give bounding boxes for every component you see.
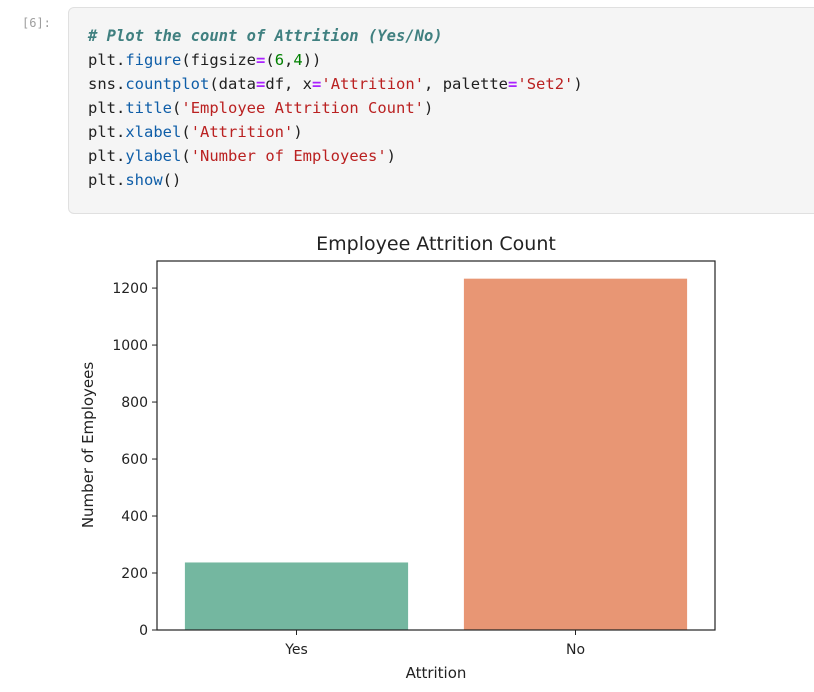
- code-token: plt: [88, 99, 116, 117]
- code-line: plt.figure(figsize=(6,4)): [88, 48, 583, 72]
- code-token: xlabel: [125, 123, 182, 141]
- code-token: , palette: [424, 75, 509, 93]
- code-token: ylabel: [125, 147, 182, 165]
- code-token: .: [116, 171, 126, 189]
- code-token: plt: [88, 51, 116, 69]
- code-token: plt: [88, 147, 116, 165]
- code-token: plt: [88, 171, 116, 189]
- code-token: # Plot the count of Attrition (Yes/No): [88, 27, 443, 45]
- code-token: 'Attrition': [190, 123, 294, 141]
- code-token: 4: [293, 51, 303, 69]
- code-token: 'Number of Employees': [190, 147, 387, 165]
- y-tick-label: 0: [139, 623, 148, 639]
- y-axis-label: Number of Employees: [79, 362, 97, 529]
- code-token: countplot: [125, 75, 210, 93]
- code-token: =: [256, 51, 266, 69]
- code-token: (figsize: [181, 51, 256, 69]
- code-token: plt: [88, 123, 116, 141]
- x-tick-label: Yes: [284, 642, 308, 658]
- bar-yes: [184, 562, 409, 630]
- code-token: ): [293, 123, 303, 141]
- y-tick-label: 600: [121, 452, 148, 468]
- plot-frame: [156, 260, 716, 631]
- code-line: plt.xlabel('Attrition'): [88, 120, 583, 144]
- bar-no: [463, 278, 688, 630]
- y-tick-label: 1200: [112, 281, 148, 297]
- code-token: )): [302, 51, 322, 69]
- code-token: ): [573, 75, 583, 93]
- code-token: =: [508, 75, 518, 93]
- code-line: plt.title('Employee Attrition Count'): [88, 96, 583, 120]
- code-token: ): [424, 99, 434, 117]
- code-token: 'Employee Attrition Count': [181, 99, 424, 117]
- code-token: .: [116, 123, 126, 141]
- code-token: =: [256, 75, 266, 93]
- code-token: =: [312, 75, 322, 93]
- code-token: figure: [125, 51, 182, 69]
- code-token: (: [172, 99, 182, 117]
- code-line: plt.show(): [88, 168, 583, 192]
- cell-prompt: [6]:: [22, 16, 51, 30]
- code-line: sns.countplot(data=df, x='Attrition', pa…: [88, 72, 583, 96]
- y-tick-label: 1000: [112, 338, 148, 354]
- x-axis-label: Attrition: [406, 664, 467, 682]
- code-token: ,: [284, 51, 294, 69]
- code-editor[interactable]: # Plot the count of Attrition (Yes/No) pl…: [88, 24, 583, 192]
- code-token: (: [265, 51, 275, 69]
- attrition-chart: Employee Attrition Count 0 200 400 600 800 10…: [79, 233, 716, 682]
- code-token: (): [162, 171, 182, 189]
- code-token: ): [386, 147, 396, 165]
- code-token: df, x: [265, 75, 313, 93]
- chart-title: Employee Attrition Count: [316, 233, 556, 255]
- code-token: (data: [209, 75, 257, 93]
- code-line: plt.ylabel('Number of Employees'): [88, 144, 583, 168]
- y-tick-label: 400: [121, 509, 148, 525]
- code-token: 'Set2': [517, 75, 574, 93]
- code-token: 'Attrition': [321, 75, 425, 93]
- code-cell[interactable]: # Plot the count of Attrition (Yes/No) pl…: [68, 7, 814, 214]
- y-tick-label: 200: [121, 566, 148, 582]
- code-token: title: [125, 99, 173, 117]
- code-token: (: [181, 123, 191, 141]
- code-token: sns: [88, 75, 116, 93]
- y-tick-label: 800: [121, 395, 148, 411]
- code-token: .: [116, 75, 126, 93]
- code-token: 6: [274, 51, 285, 69]
- code-token: .: [116, 147, 126, 165]
- code-token: .: [116, 99, 126, 117]
- code-line: # Plot the count of Attrition (Yes/No): [88, 24, 583, 48]
- code-token: show: [125, 171, 163, 189]
- code-token: (: [181, 147, 191, 165]
- x-tick-label: No: [566, 642, 585, 658]
- cell-output: Employee Attrition Count 0 200 400 600 800 10…: [72, 222, 732, 688]
- code-token: .: [116, 51, 126, 69]
